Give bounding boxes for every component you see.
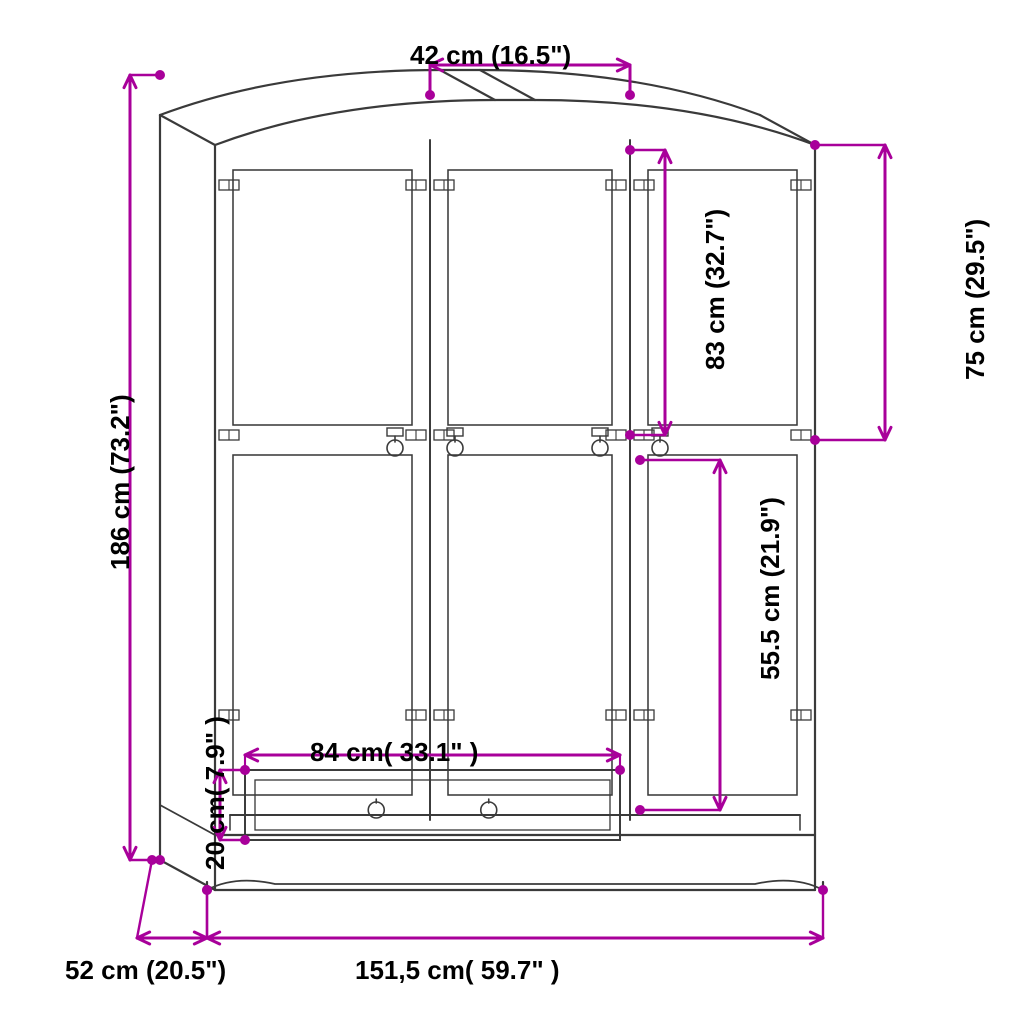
dim-top_width: 42 cm (16.5") (410, 40, 571, 71)
dim-panel_h_lower: 55.5 cm (21.9") (755, 497, 786, 680)
dim-drawer_h: 20 cm( 7.9" ) (200, 716, 231, 870)
dim-panel_h_upper: 83 cm (32.7") (700, 209, 731, 370)
dim-total_height: 186 cm (73.2") (105, 394, 136, 570)
dim-total_width: 151,5 cm( 59.7" ) (355, 955, 560, 986)
dim-right_height: 75 cm (29.5") (960, 219, 991, 380)
dim-depth: 52 cm (20.5") (65, 955, 226, 986)
dim-drawer_w: 84 cm( 33.1" ) (310, 737, 478, 768)
